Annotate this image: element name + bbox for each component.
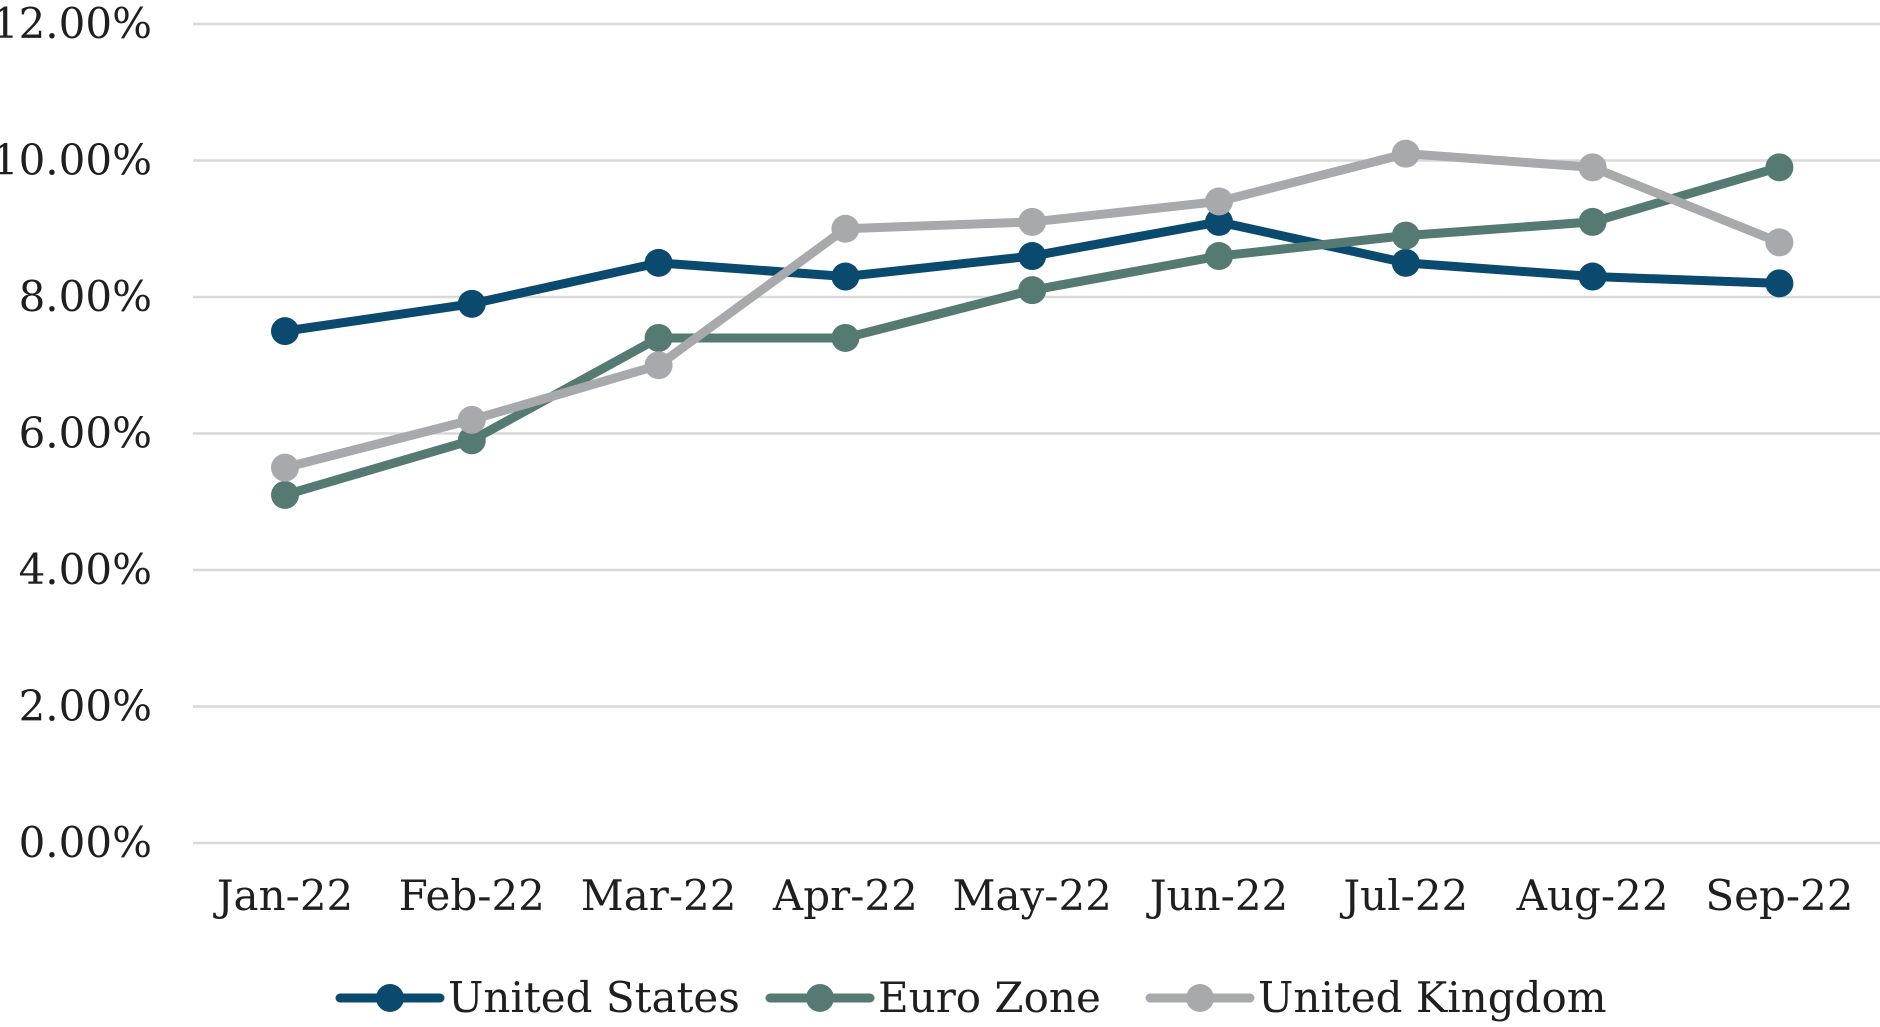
x-tick-label: Jun-22 (1146, 871, 1289, 920)
x-tick-label: Feb-22 (399, 871, 545, 920)
series-united-kingdom (271, 139, 1794, 482)
x-tick-label: Aug-22 (1516, 871, 1669, 920)
data-point (644, 248, 673, 277)
data-point (1391, 221, 1420, 250)
legend: United States Euro Zone United Kingdom (335, 973, 1607, 1022)
data-point (1578, 262, 1607, 291)
data-point (271, 317, 299, 346)
legend-marker (376, 984, 404, 1012)
data-point (644, 351, 673, 380)
data-point (1018, 242, 1047, 271)
series-euro-zone (271, 153, 1794, 509)
data-point (1765, 153, 1794, 182)
legend-item: United Kingdom (1145, 973, 1607, 1022)
legend-label: United Kingdom (1258, 973, 1607, 1022)
data-point (1578, 153, 1607, 182)
data-point (1018, 207, 1047, 236)
data-point (1578, 207, 1607, 236)
x-tick-label: Mar-22 (581, 871, 737, 920)
series-united-states (271, 207, 1794, 346)
y-tick-label: 12.00% (0, 0, 152, 48)
legend-item: Euro Zone (765, 973, 1101, 1022)
data-point (831, 323, 860, 352)
data-point (1765, 228, 1794, 257)
data-point (644, 323, 673, 352)
data-point (457, 289, 486, 318)
data-point (831, 262, 860, 291)
grid-layer (193, 22, 1880, 845)
y-tick-label: 2.00% (19, 682, 152, 731)
x-axis: Jan-22 Feb-22 Mar-22 Apr-22 May-22 Jun-22 Jul-… (213, 871, 1854, 920)
y-tick-label: 10.00% (0, 136, 152, 185)
x-tick-label: Apr-22 (772, 871, 918, 920)
legend-label: Euro Zone (878, 973, 1101, 1022)
data-point (1018, 276, 1047, 305)
data-point (1391, 139, 1420, 168)
data-point (1205, 242, 1233, 271)
y-tick-label: 0.00% (19, 818, 152, 867)
data-point (457, 405, 486, 434)
legend-marker (806, 984, 834, 1012)
data-point (271, 480, 299, 509)
y-tick-label: 4.00% (19, 545, 152, 594)
data-point (271, 453, 299, 482)
x-tick-label: Jan-22 (213, 871, 354, 920)
data-point (831, 214, 860, 243)
legend-item: United States (335, 973, 740, 1022)
legend-marker (1186, 984, 1214, 1012)
x-tick-label: May-22 (952, 871, 1111, 920)
data-point (1765, 269, 1794, 298)
data-point (457, 426, 486, 455)
y-tick-label: 8.00% (19, 272, 152, 321)
data-point (1391, 248, 1420, 277)
y-tick-label: 6.00% (19, 409, 152, 458)
x-tick-label: Sep-22 (1705, 871, 1853, 920)
legend-label: United States (448, 973, 740, 1022)
series-layer (271, 139, 1794, 509)
data-point (1205, 187, 1233, 216)
data-point (1205, 207, 1233, 236)
y-axis: 0.00% 2.00% 4.00% 6.00% 8.00% 10.00% 12.00% (0, 0, 152, 867)
x-tick-label: Jul-22 (1339, 871, 1468, 920)
